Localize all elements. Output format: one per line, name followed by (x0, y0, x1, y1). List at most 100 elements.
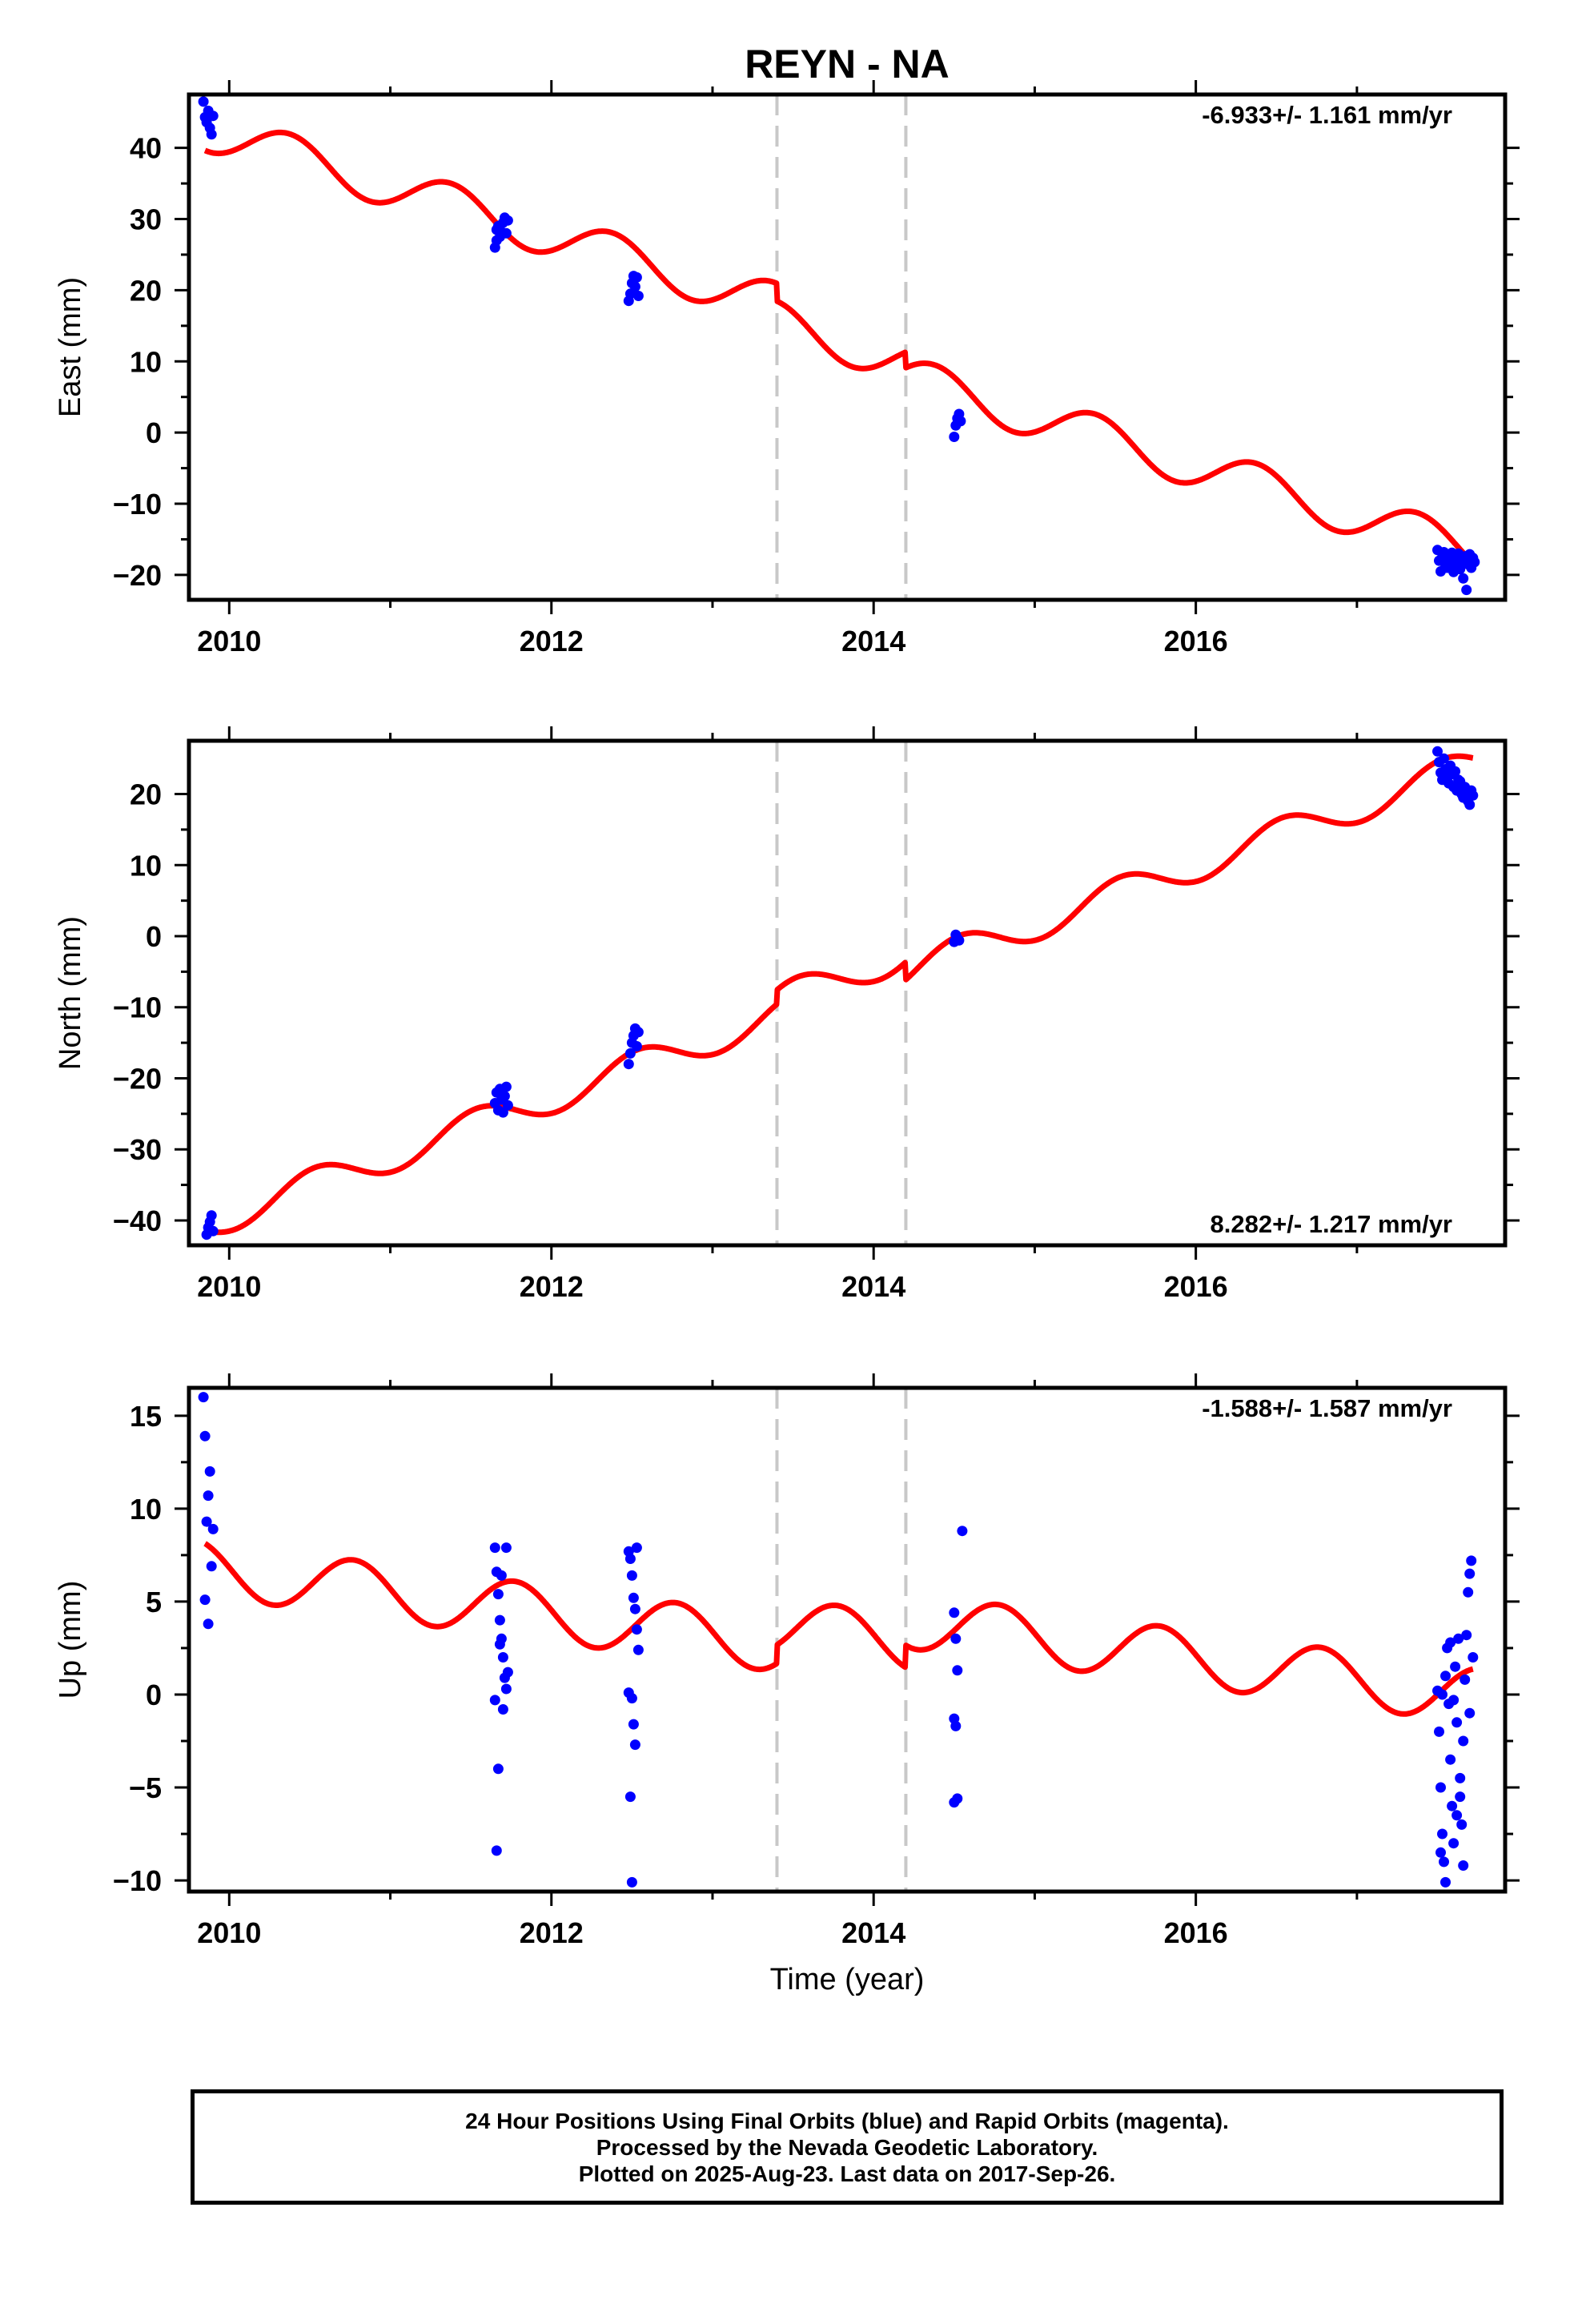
data-point-up-28 (628, 1592, 639, 1603)
data-point-up-73 (1440, 1671, 1451, 1682)
data-point-up-39 (949, 1607, 960, 1618)
rate-label-up: -1.588+/- 1.587 mm/yr (1202, 1394, 1452, 1422)
y-tick-label-north-0: −40 (113, 1204, 162, 1237)
x-tick-label-north-3: 2016 (1164, 1270, 1228, 1303)
data-point-north-20 (632, 1027, 644, 1038)
data-point-up-61 (1455, 1772, 1466, 1783)
data-point-up-50 (1437, 1828, 1447, 1839)
y-tick-label-east-0: −20 (113, 559, 162, 592)
data-point-up-46 (957, 1526, 968, 1537)
data-point-up-56 (1447, 1800, 1458, 1811)
x-tick-label-east-2: 2014 (841, 625, 905, 657)
data-point-up-52 (1440, 1876, 1451, 1888)
panel-up: 2010 2012 2014 2016 −10 −5 0 5 10 15 Up (mm) -1.588… (54, 1373, 1520, 1949)
data-point-up-58 (1450, 1661, 1461, 1672)
y-tick-label-north-3: −10 (113, 991, 162, 1024)
caption-line-3: Plotted on 2025-Aug-23. Last data on 201… (578, 2161, 1116, 2186)
x-tick-label-up-2: 2014 (841, 1916, 905, 1949)
data-point-up-18 (497, 1704, 508, 1715)
data-point-up-74 (1435, 1847, 1446, 1858)
data-point-east-43 (1455, 564, 1466, 575)
y-tick-label-east-1: −10 (113, 488, 162, 521)
x-tick-label-north-1: 2012 (520, 1270, 584, 1303)
data-point-up-5 (206, 1561, 217, 1572)
x-tick-label-east-3: 2016 (1164, 625, 1228, 657)
data-point-up-69 (1468, 1652, 1479, 1663)
data-point-up-21 (491, 1845, 502, 1856)
panel-east: 2010 2012 2014 2016 −20 −10 0 10 20 30 40 East (mm)… (54, 80, 1520, 657)
data-point-north-47 (1468, 790, 1479, 801)
data-point-up-26 (624, 1554, 636, 1564)
data-point-up-30 (631, 1624, 642, 1635)
data-point-up-41 (952, 1665, 963, 1676)
data-point-up-67 (1464, 1568, 1476, 1579)
y-tick-label-up-1: −5 (129, 1771, 162, 1804)
y-tick-label-east-2: 0 (146, 416, 162, 449)
data-point-up-17 (489, 1695, 500, 1706)
y-tick-label-up-0: −10 (113, 1864, 162, 1897)
x-tick-label-up-1: 2012 (520, 1916, 584, 1949)
y-tick-label-east-4: 20 (130, 274, 162, 307)
data-point-up-68 (1466, 1555, 1477, 1566)
data-point-up-29 (629, 1603, 640, 1614)
data-point-east-45 (1458, 573, 1469, 584)
data-point-up-66 (1463, 1586, 1474, 1598)
caption-box: 24 Hour Positions Using Final Orbits (bl… (191, 2089, 1504, 2205)
data-point-east-21 (629, 281, 640, 292)
x-tick-label-up-3: 2016 (1164, 1916, 1228, 1949)
data-point-up-20 (492, 1763, 504, 1775)
data-point-up-43 (950, 1720, 962, 1731)
data-point-up-4 (204, 1466, 215, 1477)
rate-label-north: 8.282+/- 1.217 mm/yr (1211, 1210, 1452, 1238)
data-point-east-5 (206, 129, 217, 140)
data-point-east-15 (500, 227, 512, 239)
model-fit-line-up (203, 1541, 1476, 1717)
data-point-up-37 (631, 1542, 642, 1554)
data-point-up-45 (949, 1797, 960, 1808)
data-point-up-34 (629, 1739, 640, 1751)
data-point-up-33 (628, 1719, 639, 1730)
data-point-up-57 (1448, 1838, 1460, 1849)
x-tick-label-up-0: 2010 (197, 1916, 261, 1949)
data-point-up-6 (207, 1523, 219, 1534)
data-point-up-36 (626, 1876, 637, 1888)
data-point-up-14 (497, 1652, 508, 1663)
data-point-north-36 (1450, 766, 1461, 777)
x-axis-label: Time (year) (770, 1963, 925, 1996)
data-point-up-2 (201, 1516, 212, 1527)
y-tick-label-north-1: −30 (113, 1133, 162, 1166)
data-point-up-60 (1453, 1633, 1464, 1644)
data-point-up-23 (502, 1667, 513, 1678)
y-tick-label-east-6: 40 (130, 132, 162, 165)
data-point-north-24 (954, 935, 965, 946)
data-point-up-62 (1456, 1819, 1468, 1830)
y-axis-label-north: North (mm) (54, 916, 87, 1070)
data-point-east-6 (207, 111, 219, 122)
caption-line-2: Processed by the Nevada Geodetic Laborat… (596, 2134, 1098, 2160)
data-point-up-0 (198, 1392, 209, 1403)
data-point-up-55 (1445, 1754, 1456, 1765)
plot-frame-east (187, 92, 1508, 602)
y-tick-label-north-4: 0 (146, 920, 162, 953)
caption-line-1: 24 Hour Positions Using Final Orbits (bl… (465, 2108, 1229, 2133)
figure-title: REYN - NA (745, 42, 950, 86)
data-point-north-25 (1432, 746, 1443, 757)
data-point-up-77 (1452, 1810, 1463, 1821)
data-point-north-11 (499, 1091, 510, 1102)
y-tick-label-north-5: 10 (130, 849, 162, 882)
rate-label-east: -6.933+/- 1.161 mm/yr (1202, 101, 1452, 129)
data-point-up-7 (199, 1594, 211, 1606)
data-point-up-24 (494, 1638, 505, 1650)
data-point-up-48 (1434, 1726, 1444, 1737)
plot-frame-north (187, 738, 1508, 1248)
y-tick-label-north-2: −20 (113, 1062, 162, 1095)
data-point-up-49 (1435, 1782, 1446, 1793)
data-point-east-52 (1469, 557, 1480, 568)
data-point-up-70 (1458, 1735, 1469, 1747)
data-point-up-9 (489, 1542, 500, 1554)
data-point-up-22 (496, 1570, 507, 1581)
x-tick-label-north-0: 2010 (197, 1270, 261, 1303)
data-point-up-8 (203, 1618, 214, 1630)
